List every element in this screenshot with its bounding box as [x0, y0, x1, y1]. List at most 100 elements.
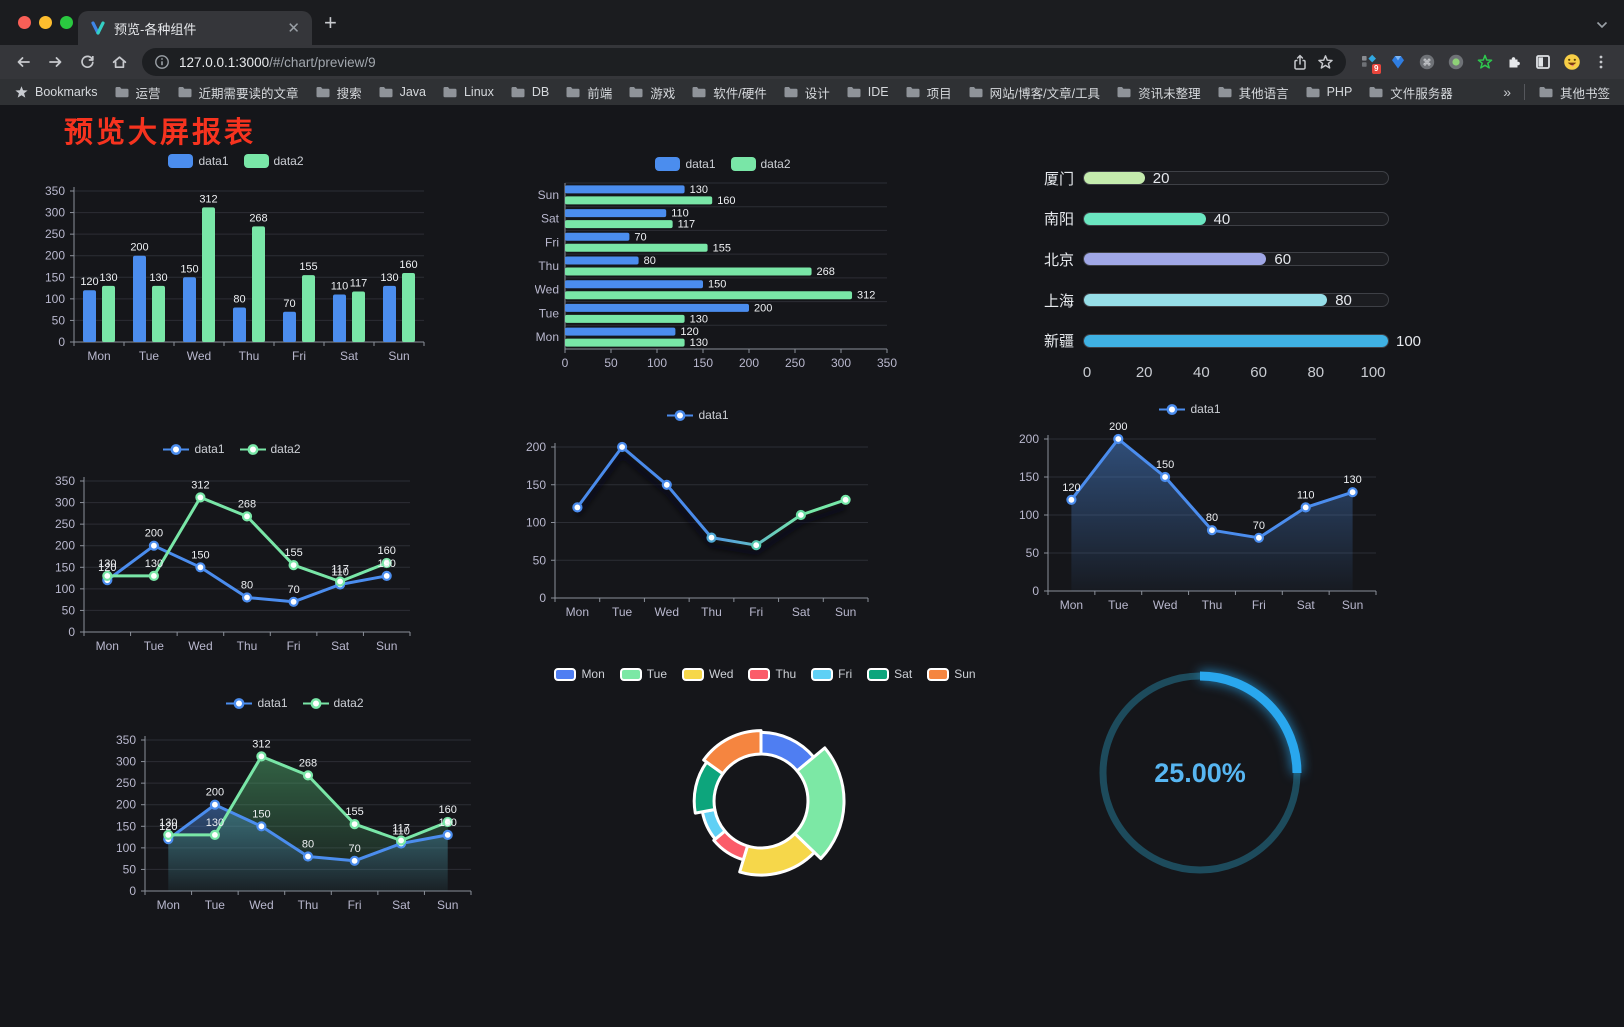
bookmark-item[interactable]: Linux — [442, 83, 494, 102]
extensions-cluster: 9 ⌘ — [1354, 53, 1616, 74]
green-star-extension-icon[interactable] — [1476, 53, 1494, 71]
legend-item-data1[interactable]: data1 — [226, 696, 288, 710]
tab-favicon-icon — [91, 21, 105, 35]
svg-text:117: 117 — [331, 564, 349, 576]
bookmarks-root-folder[interactable]: Bookmarks — [14, 85, 98, 100]
legend-item-Wed[interactable]: Wed — [682, 667, 733, 681]
bookmark-item[interactable]: 项目 — [905, 83, 952, 102]
bookmark-item[interactable]: 其他语言 — [1217, 83, 1289, 102]
legend-item-Sun[interactable]: Sun — [927, 667, 976, 681]
chart-legend: Mon Tue Wed Thu Fri Sat Sun — [545, 663, 985, 685]
svg-text:117: 117 — [392, 823, 410, 835]
legend-item-Fri[interactable]: Fri — [811, 667, 852, 681]
svg-text:Sat: Sat — [340, 349, 359, 363]
gem-extension-icon[interactable] — [1389, 53, 1407, 71]
browser-tab[interactable]: 预览-各种组件 ✕ — [78, 11, 312, 45]
legend-item-data2[interactable]: data2 — [302, 696, 364, 710]
legend-item-data2[interactable]: data2 — [730, 157, 791, 171]
other-bookmarks-folder[interactable]: 其他书签 — [1538, 83, 1610, 102]
bookmark-item[interactable]: IDE — [846, 83, 889, 102]
svg-text:130: 130 — [98, 558, 116, 570]
emoji-extension-icon[interactable] — [1563, 53, 1581, 71]
back-button[interactable] — [8, 48, 38, 76]
legend-item-data1[interactable]: data1 — [163, 442, 225, 456]
minimize-window-button[interactable] — [39, 16, 52, 29]
page-info-icon[interactable] — [154, 54, 170, 70]
bookmark-item[interactable]: 游戏 — [628, 83, 675, 102]
bookmark-item[interactable]: 前端 — [565, 83, 612, 102]
legend-line-marker-icon — [163, 443, 190, 455]
legend-item-data1[interactable]: data1 — [1159, 402, 1221, 416]
bookmark-item[interactable]: 搜索 — [315, 83, 362, 102]
bookmarks-overflow-chevron[interactable]: » — [1503, 84, 1511, 100]
legend-item-data2[interactable]: data2 — [243, 154, 304, 168]
recorder-extension-icon[interactable] — [1447, 53, 1465, 71]
url-bar[interactable]: 127.0.0.1:3000/#/chart/preview/9 — [142, 48, 1346, 76]
svg-text:130: 130 — [149, 272, 167, 284]
svg-text:Mon: Mon — [536, 330, 559, 344]
command-extension-icon[interactable]: ⌘ — [1418, 53, 1436, 71]
share-icon[interactable] — [1292, 54, 1308, 71]
reload-button[interactable] — [72, 48, 102, 76]
legend-item-Mon[interactable]: Mon — [554, 667, 605, 681]
bookmark-item[interactable]: PHP — [1305, 83, 1352, 102]
bookmark-item[interactable]: 文件服务器 — [1368, 83, 1453, 102]
tab-search-chevron-icon[interactable] — [1596, 16, 1608, 34]
svg-text:312: 312 — [252, 738, 270, 750]
svg-text:100: 100 — [116, 841, 136, 855]
line-two-series-canvas: 0 50 100 150 200 250 300 350 Mon Tue Wed Thu Fri Sat S… — [55, 474, 411, 653]
legend-item-data1[interactable]: data1 — [655, 157, 716, 171]
legend-line-marker-icon — [667, 409, 694, 421]
svg-text:200: 200 — [45, 249, 65, 263]
new-tab-button[interactable]: + — [324, 10, 337, 35]
legend-item-Sat[interactable]: Sat — [867, 667, 912, 681]
progress-track: 100 — [1083, 333, 1421, 350]
chart-legend: data1 data2 — [48, 438, 416, 460]
bookmark-label: 文件服务器 — [1390, 86, 1453, 101]
tab-close-icon[interactable]: ✕ — [287, 19, 300, 37]
proxy-extension-icon[interactable]: 9 — [1360, 53, 1381, 74]
svg-text:110: 110 — [671, 208, 689, 220]
legend-line-marker-icon — [1159, 403, 1186, 415]
svg-text:Mon: Mon — [566, 605, 589, 619]
forward-button[interactable] — [40, 48, 70, 76]
bookmark-item[interactable]: 近期需要读的文章 — [177, 83, 299, 102]
bookmark-label: 资讯未整理 — [1138, 86, 1201, 101]
legend-item-data2[interactable]: data2 — [239, 442, 301, 456]
bookmark-item[interactable]: DB — [510, 83, 549, 102]
svg-text:130: 130 — [690, 337, 708, 349]
bookmark-item[interactable]: 网站/博客/文章/工具 — [968, 83, 1100, 102]
close-window-button[interactable] — [18, 16, 31, 29]
legend-item-Tue[interactable]: Tue — [619, 667, 667, 681]
bookmark-label: 运营 — [135, 86, 161, 101]
bookmark-item[interactable]: Java — [378, 83, 426, 102]
svg-text:200: 200 — [145, 528, 163, 540]
legend-item-data1[interactable]: data1 — [667, 408, 729, 422]
bookmark-item[interactable]: 资讯未整理 — [1116, 83, 1201, 102]
bookmark-item[interactable]: 运营 — [114, 83, 161, 102]
zoom-window-button[interactable] — [60, 16, 73, 29]
extensions-puzzle-icon[interactable] — [1505, 53, 1523, 71]
folder-icon — [692, 87, 706, 98]
legend-swatch — [867, 667, 890, 681]
svg-text:Fri: Fri — [348, 898, 362, 912]
svg-text:100: 100 — [647, 356, 667, 370]
browser-menu-icon[interactable] — [1592, 53, 1610, 71]
chart-area-single: data1 0 50 100 150 200 Mon Tue Wed Thu Fri Sat Sun 12… — [1000, 398, 1380, 617]
svg-text:160: 160 — [717, 195, 735, 207]
bookmark-label: 游戏 — [650, 86, 676, 101]
legend-item-data1[interactable]: data1 — [168, 154, 229, 168]
bookmark-item[interactable]: 设计 — [783, 83, 830, 102]
legend-label: data1 — [198, 154, 229, 168]
svg-text:155: 155 — [284, 547, 302, 559]
legend-item-Thu[interactable]: Thu — [748, 667, 796, 681]
chart-progress-bars: 厦门 20 南阳 40 北京 60 上海 80 新疆 100 0 20 40 60 80 100 — [1010, 158, 1430, 393]
bookmark-star-icon[interactable] — [1317, 54, 1334, 70]
bookmark-item[interactable]: 软件/硬件 — [691, 83, 767, 102]
svg-text:50: 50 — [123, 862, 137, 876]
folder-icon — [115, 87, 129, 98]
svg-text:100: 100 — [55, 582, 75, 596]
home-button[interactable] — [104, 48, 134, 76]
dark-mode-extension-icon[interactable] — [1534, 53, 1552, 71]
svg-text:117: 117 — [350, 278, 368, 290]
